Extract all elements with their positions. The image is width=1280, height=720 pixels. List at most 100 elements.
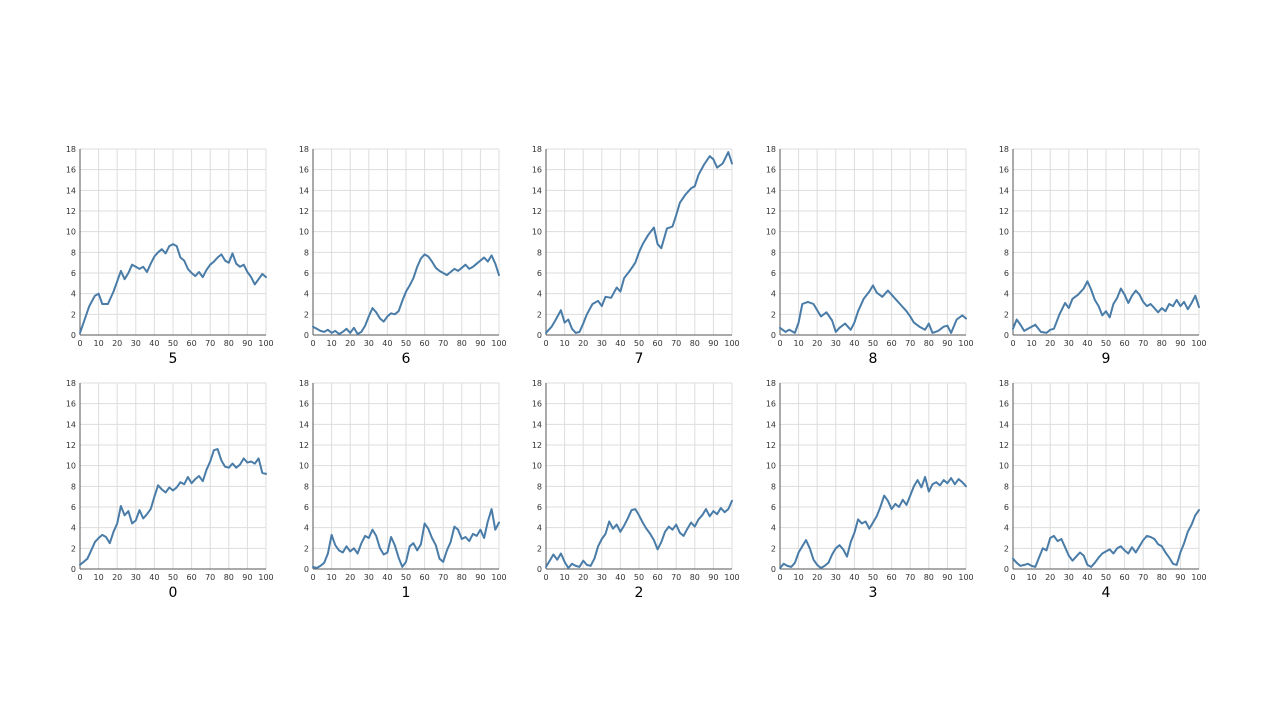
- x-tick-label: 50: [168, 573, 178, 582]
- y-tick-label: 10: [532, 228, 542, 237]
- x-tick-label: 80: [690, 339, 700, 348]
- y-tick-label: 12: [66, 207, 76, 216]
- x-tick-label: 20: [578, 339, 588, 348]
- x-tick-label: 10: [560, 339, 570, 348]
- y-tick-label: 10: [299, 228, 309, 237]
- y-tick-label: 12: [299, 441, 309, 450]
- x-tick-label: 90: [1175, 573, 1185, 582]
- x-tick-label: 20: [112, 573, 122, 582]
- y-tick-label: 14: [66, 420, 76, 429]
- x-tick-label: 30: [364, 573, 374, 582]
- y-tick-label: 16: [532, 166, 542, 175]
- y-tick-label: 2: [71, 310, 76, 319]
- panel-title: 9: [1102, 351, 1111, 367]
- x-tick-label: 70: [905, 339, 915, 348]
- panel-title: 2: [635, 585, 644, 601]
- x-tick-label: 10: [560, 573, 570, 582]
- y-tick-label: 6: [771, 269, 776, 278]
- panel-title: 8: [869, 351, 878, 367]
- y-tick-label: 10: [532, 462, 542, 471]
- x-tick-label: 80: [924, 339, 934, 348]
- x-tick-label: 50: [634, 339, 644, 348]
- x-tick-label: 10: [94, 573, 104, 582]
- x-tick-label: 0: [77, 339, 82, 348]
- y-tick-label: 0: [771, 331, 776, 340]
- y-tick-label: 12: [532, 207, 542, 216]
- y-tick-label: 12: [999, 441, 1009, 450]
- chart-panel-7: 0 2 4 6 8 10 12 14 16 18 0 10 20 30 40 50 60 70 80 90 100 7: [532, 145, 740, 367]
- x-tick-label: 20: [812, 573, 822, 582]
- y-tick-label: 2: [537, 310, 542, 319]
- x-tick-label: 90: [708, 339, 718, 348]
- x-tick-label: 20: [345, 339, 355, 348]
- x-tick-label: 100: [258, 339, 273, 348]
- y-tick-label: 4: [304, 290, 309, 299]
- x-tick-label: 60: [653, 573, 663, 582]
- chart-panel-2: 0 2 4 6 8 10 12 14 16 18 0 10 20 30 40 50 60 70 80 90 100 2: [532, 379, 740, 601]
- panel-title: 0: [169, 585, 178, 601]
- y-tick-label: 6: [537, 503, 542, 512]
- x-tick-label: 60: [1120, 339, 1130, 348]
- x-tick-label: 60: [420, 573, 430, 582]
- x-tick-label: 10: [327, 573, 337, 582]
- y-tick-label: 14: [999, 186, 1009, 195]
- y-tick-label: 0: [771, 565, 776, 574]
- y-tick-label: 4: [1004, 290, 1009, 299]
- y-tick-label: 10: [66, 228, 76, 237]
- y-tick-label: 0: [71, 565, 76, 574]
- y-tick-label: 0: [1004, 565, 1009, 574]
- x-tick-label: 20: [1045, 573, 1055, 582]
- y-tick-label: 16: [766, 166, 776, 175]
- x-tick-label: 30: [364, 339, 374, 348]
- y-tick-label: 14: [299, 420, 309, 429]
- x-tick-label: 40: [149, 573, 159, 582]
- x-tick-label: 80: [457, 339, 467, 348]
- x-tick-label: 40: [382, 573, 392, 582]
- y-tick-label: 2: [304, 544, 309, 553]
- x-tick-label: 30: [831, 573, 841, 582]
- y-tick-label: 4: [1004, 524, 1009, 533]
- x-tick-label: 100: [1191, 339, 1206, 348]
- y-tick-label: 8: [537, 482, 542, 491]
- x-tick-label: 50: [868, 573, 878, 582]
- y-tick-label: 8: [537, 248, 542, 257]
- x-tick-label: 40: [615, 339, 625, 348]
- x-tick-label: 30: [1064, 339, 1074, 348]
- x-tick-label: 100: [958, 573, 973, 582]
- chart-panel-9: 0 2 4 6 8 10 12 14 16 18 0 10 20 30 40 50 60 70 80 90 100 9: [999, 145, 1207, 367]
- y-tick-label: 16: [999, 166, 1009, 175]
- panel-title: 4: [1102, 585, 1111, 601]
- x-tick-label: 70: [671, 339, 681, 348]
- panel-title: 1: [402, 585, 411, 601]
- x-tick-label: 90: [708, 573, 718, 582]
- x-tick-label: 0: [777, 573, 782, 582]
- y-tick-label: 4: [71, 524, 76, 533]
- y-tick-label: 0: [71, 331, 76, 340]
- y-tick-label: 0: [304, 331, 309, 340]
- x-tick-label: 40: [849, 573, 859, 582]
- series-line: [312, 508, 500, 569]
- x-tick-label: 40: [1082, 339, 1092, 348]
- chart-panel-1: 0 2 4 6 8 10 12 14 16 18 0 10 20 30 40 50 60 70 80 90 100 1: [299, 379, 507, 601]
- chart-panel-4: 0 2 4 6 8 10 12 14 16 18 0 10 20 30 40 50 60 70 80 90 100 4: [999, 379, 1207, 601]
- y-tick-label: 4: [537, 524, 542, 533]
- y-tick-label: 8: [304, 248, 309, 257]
- x-tick-label: 90: [1175, 339, 1185, 348]
- y-tick-label: 18: [766, 379, 776, 388]
- y-tick-label: 12: [766, 207, 776, 216]
- x-tick-label: 70: [438, 339, 448, 348]
- x-tick-label: 90: [942, 339, 952, 348]
- x-tick-label: 0: [1010, 573, 1015, 582]
- x-tick-label: 10: [1027, 339, 1037, 348]
- y-tick-label: 10: [766, 462, 776, 471]
- x-tick-label: 70: [1138, 339, 1148, 348]
- x-tick-label: 100: [1191, 573, 1206, 582]
- y-tick-label: 18: [66, 145, 76, 154]
- y-tick-label: 16: [766, 400, 776, 409]
- x-tick-label: 40: [615, 573, 625, 582]
- y-tick-label: 18: [299, 145, 309, 154]
- x-tick-label: 30: [131, 339, 141, 348]
- x-tick-label: 80: [224, 339, 234, 348]
- x-tick-label: 20: [1045, 339, 1055, 348]
- x-tick-label: 90: [475, 339, 485, 348]
